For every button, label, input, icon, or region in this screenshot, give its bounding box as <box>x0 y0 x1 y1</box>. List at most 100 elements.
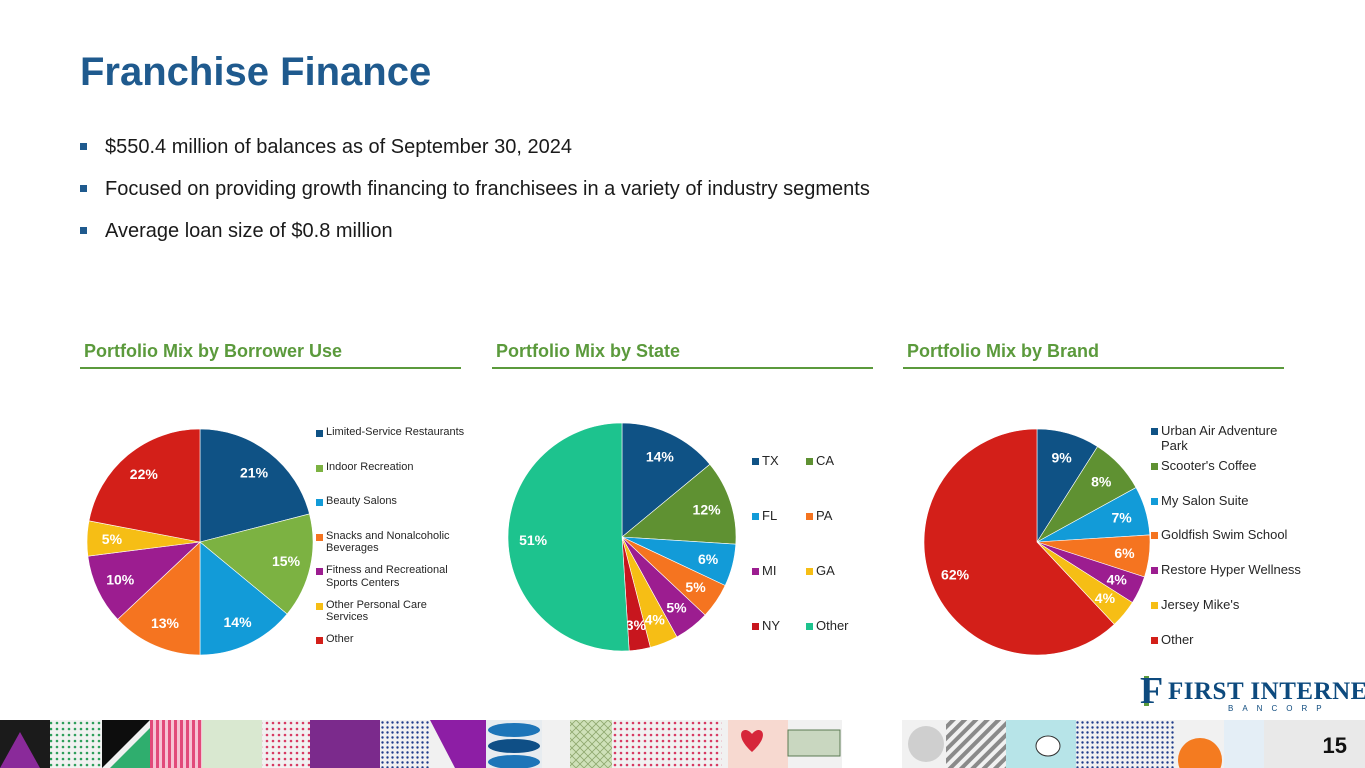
pie-data-label: 4% <box>645 612 666 628</box>
pie-slice-7 <box>923 428 1115 656</box>
legend-item: Restore Hyper Wellness <box>1151 562 1301 578</box>
legend-swatch <box>1151 462 1158 470</box>
legend-swatch <box>752 458 759 465</box>
legend-swatch <box>806 458 813 465</box>
bullet-item: $550.4 million of balances as of Septemb… <box>80 133 870 175</box>
legend-label: MI <box>762 563 777 578</box>
section-title: Portfolio Mix by Brand <box>907 341 1100 361</box>
logo-subtitle: BANCORP <box>1228 704 1331 713</box>
section-title: Portfolio Mix by Borrower Use <box>84 341 343 361</box>
pie-data-label: 9% <box>1051 449 1072 465</box>
pie-data-label: 6% <box>698 551 719 567</box>
pie-data-label: 12% <box>693 502 722 518</box>
legend-label: GA <box>816 563 835 578</box>
legend-label: Other Personal Care Services <box>326 598 427 624</box>
legend-label: Beauty Salons <box>326 495 397 507</box>
legend-item: Fitness and Recreational Sports Centers <box>316 564 466 589</box>
legend-label: TX <box>762 453 779 468</box>
legend-swatch <box>752 513 759 520</box>
pie-slice-4 <box>117 541 201 656</box>
legend-label: Other <box>326 633 354 645</box>
borrower-use-pie-chart: 21% 15% 14% 13% 10% 5% 22% <box>86 428 314 656</box>
bullet-square-icon <box>80 185 87 192</box>
state-legend: TX CA FL PA MI GA NY Other <box>752 453 872 644</box>
pie-data-label: 7% <box>1112 509 1133 525</box>
legend-label: Urban Air Adventure Park <box>1161 423 1278 453</box>
legend-swatch <box>316 464 323 472</box>
legend-label: Indoor Recreation <box>326 460 414 473</box>
legend-label: Jersey Mike's <box>1161 597 1240 612</box>
pie-slice-2 <box>621 463 737 545</box>
logo-accent-bar <box>1144 676 1149 706</box>
legend-item: Other <box>316 633 466 646</box>
legend-item: PA <box>806 508 860 524</box>
pie-data-label: 21% <box>240 464 269 480</box>
legend-swatch <box>1151 497 1158 505</box>
legend-item: MI <box>752 563 806 579</box>
logo-initial: F <box>1140 670 1164 712</box>
bullet-list: $550.4 million of balances as of Septemb… <box>80 133 870 259</box>
legend-item: Jersey Mike's <box>1151 597 1301 613</box>
legend-swatch <box>316 499 323 506</box>
bullet-square-icon <box>80 143 87 150</box>
section-title: Portfolio Mix by State <box>496 341 681 361</box>
legend-label: NY <box>762 618 781 633</box>
pie-slice-5 <box>87 541 201 620</box>
brand-pie-chart: 9% 8% 7% 6% 4% 4% 62% <box>923 428 1151 656</box>
pie-data-label: 5% <box>685 579 706 595</box>
pie-data-label: 15% <box>272 553 301 569</box>
brand-legend: Urban Air Adventure Park Scooter's Coffee… <box>1151 423 1301 654</box>
legend-item: Other <box>1151 631 1301 648</box>
logo-name: FIRST INTERNET <box>1168 678 1365 705</box>
legend-swatch <box>316 602 323 610</box>
legend-item: Goldfish Swim School <box>1151 527 1301 543</box>
pie-data-label: 62% <box>941 566 970 582</box>
bullet-text: $550.4 million of balances as of Septemb… <box>105 136 572 158</box>
legend-label: Snacks and Nonalcoholic Beverages <box>326 529 450 555</box>
legend-swatch <box>1151 636 1158 644</box>
pie-slice-1 <box>621 422 711 538</box>
legend-label: Other <box>816 618 849 633</box>
legend-swatch <box>1151 602 1158 609</box>
decorative-banner <box>0 720 1365 768</box>
legend-swatch <box>806 513 813 520</box>
legend-label: Restore Hyper Wellness <box>1161 562 1301 578</box>
legend-label: FL <box>762 508 778 523</box>
pie-slice-8 <box>507 422 630 652</box>
legend-item: Urban Air Adventure Park <box>1151 423 1301 454</box>
legend-swatch <box>316 637 323 644</box>
page-number: 15 <box>1322 733 1347 758</box>
legend-item: NY <box>752 618 806 634</box>
bullet-text: Focused on providing growth financing to… <box>105 178 870 200</box>
page-title: Franchise Finance <box>80 50 432 94</box>
legend-item: TX <box>752 453 806 469</box>
pie-data-label: 10% <box>106 572 135 588</box>
pie-data-label: 8% <box>1091 474 1112 490</box>
pie-data-label: 22% <box>130 466 159 482</box>
legend-label: Other <box>1161 631 1194 647</box>
pie-data-label: 13% <box>151 615 180 631</box>
pie-slice-7 <box>88 428 201 543</box>
legend-label: Limited-Service Restaurants <box>326 426 465 438</box>
section-borrower-use-header: Portfolio Mix by Borrower Use <box>80 340 461 369</box>
legend-item: Limited-Service Restaurants <box>316 426 466 439</box>
legend-swatch <box>752 568 759 575</box>
pie-data-label: 14% <box>224 614 253 630</box>
legend-swatch <box>752 623 759 630</box>
legend-swatch <box>316 568 323 575</box>
legend-item: CA <box>806 453 860 469</box>
bullet-item: Focused on providing growth financing to… <box>80 175 870 217</box>
pie-data-label: 5% <box>666 599 687 615</box>
state-pie-chart: 14%12%6%5%5%4%3%51% <box>507 422 737 652</box>
pie-data-label: 51% <box>519 532 548 548</box>
legend-swatch <box>806 568 813 575</box>
legend-item: Beauty Salons <box>316 495 466 508</box>
legend-label: CA <box>816 453 835 468</box>
legend-item: Scooter's Coffee <box>1151 458 1301 474</box>
legend-swatch <box>316 533 323 541</box>
legend-swatch <box>806 623 813 630</box>
legend-item: My Salon Suite <box>1151 493 1301 509</box>
pie-slice-2 <box>199 513 314 615</box>
legend-swatch <box>1151 428 1158 435</box>
pie-data-label: 4% <box>1107 572 1128 588</box>
